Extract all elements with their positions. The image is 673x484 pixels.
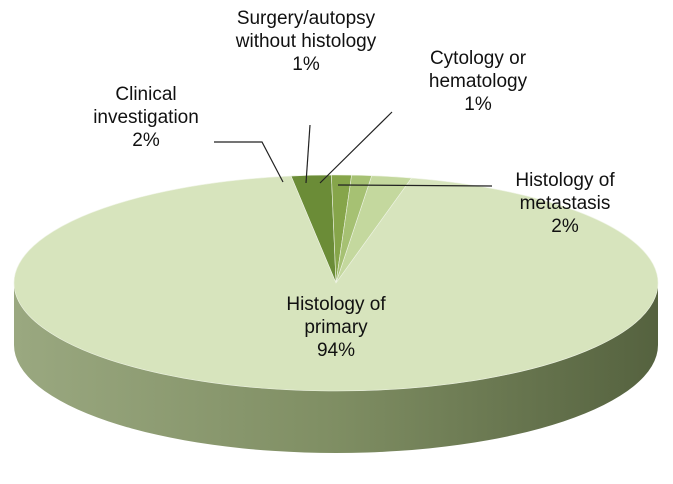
slice-label: Cytology or hematology (429, 48, 528, 92)
slice-label: Surgery/autopsy without histology (235, 8, 377, 52)
slice-value-label: 1% (292, 54, 320, 75)
slice-value-label: 2% (132, 130, 160, 151)
leader-line (319, 111, 393, 184)
leader-line (337, 184, 493, 187)
slice-value-label: 94% (317, 340, 355, 361)
slice-value-label: 2% (551, 216, 579, 237)
pie-side (14, 283, 658, 453)
pie (13, 174, 659, 453)
slice-label: Histology of metastasis (515, 170, 615, 214)
slice-value-label: 1% (464, 94, 492, 115)
slice-label: Clinical investigation (93, 84, 199, 128)
pie-slice (13, 175, 659, 392)
leader-line (214, 141, 284, 183)
leader-line (305, 124, 311, 184)
slice-label: Histology of primary (286, 294, 386, 338)
